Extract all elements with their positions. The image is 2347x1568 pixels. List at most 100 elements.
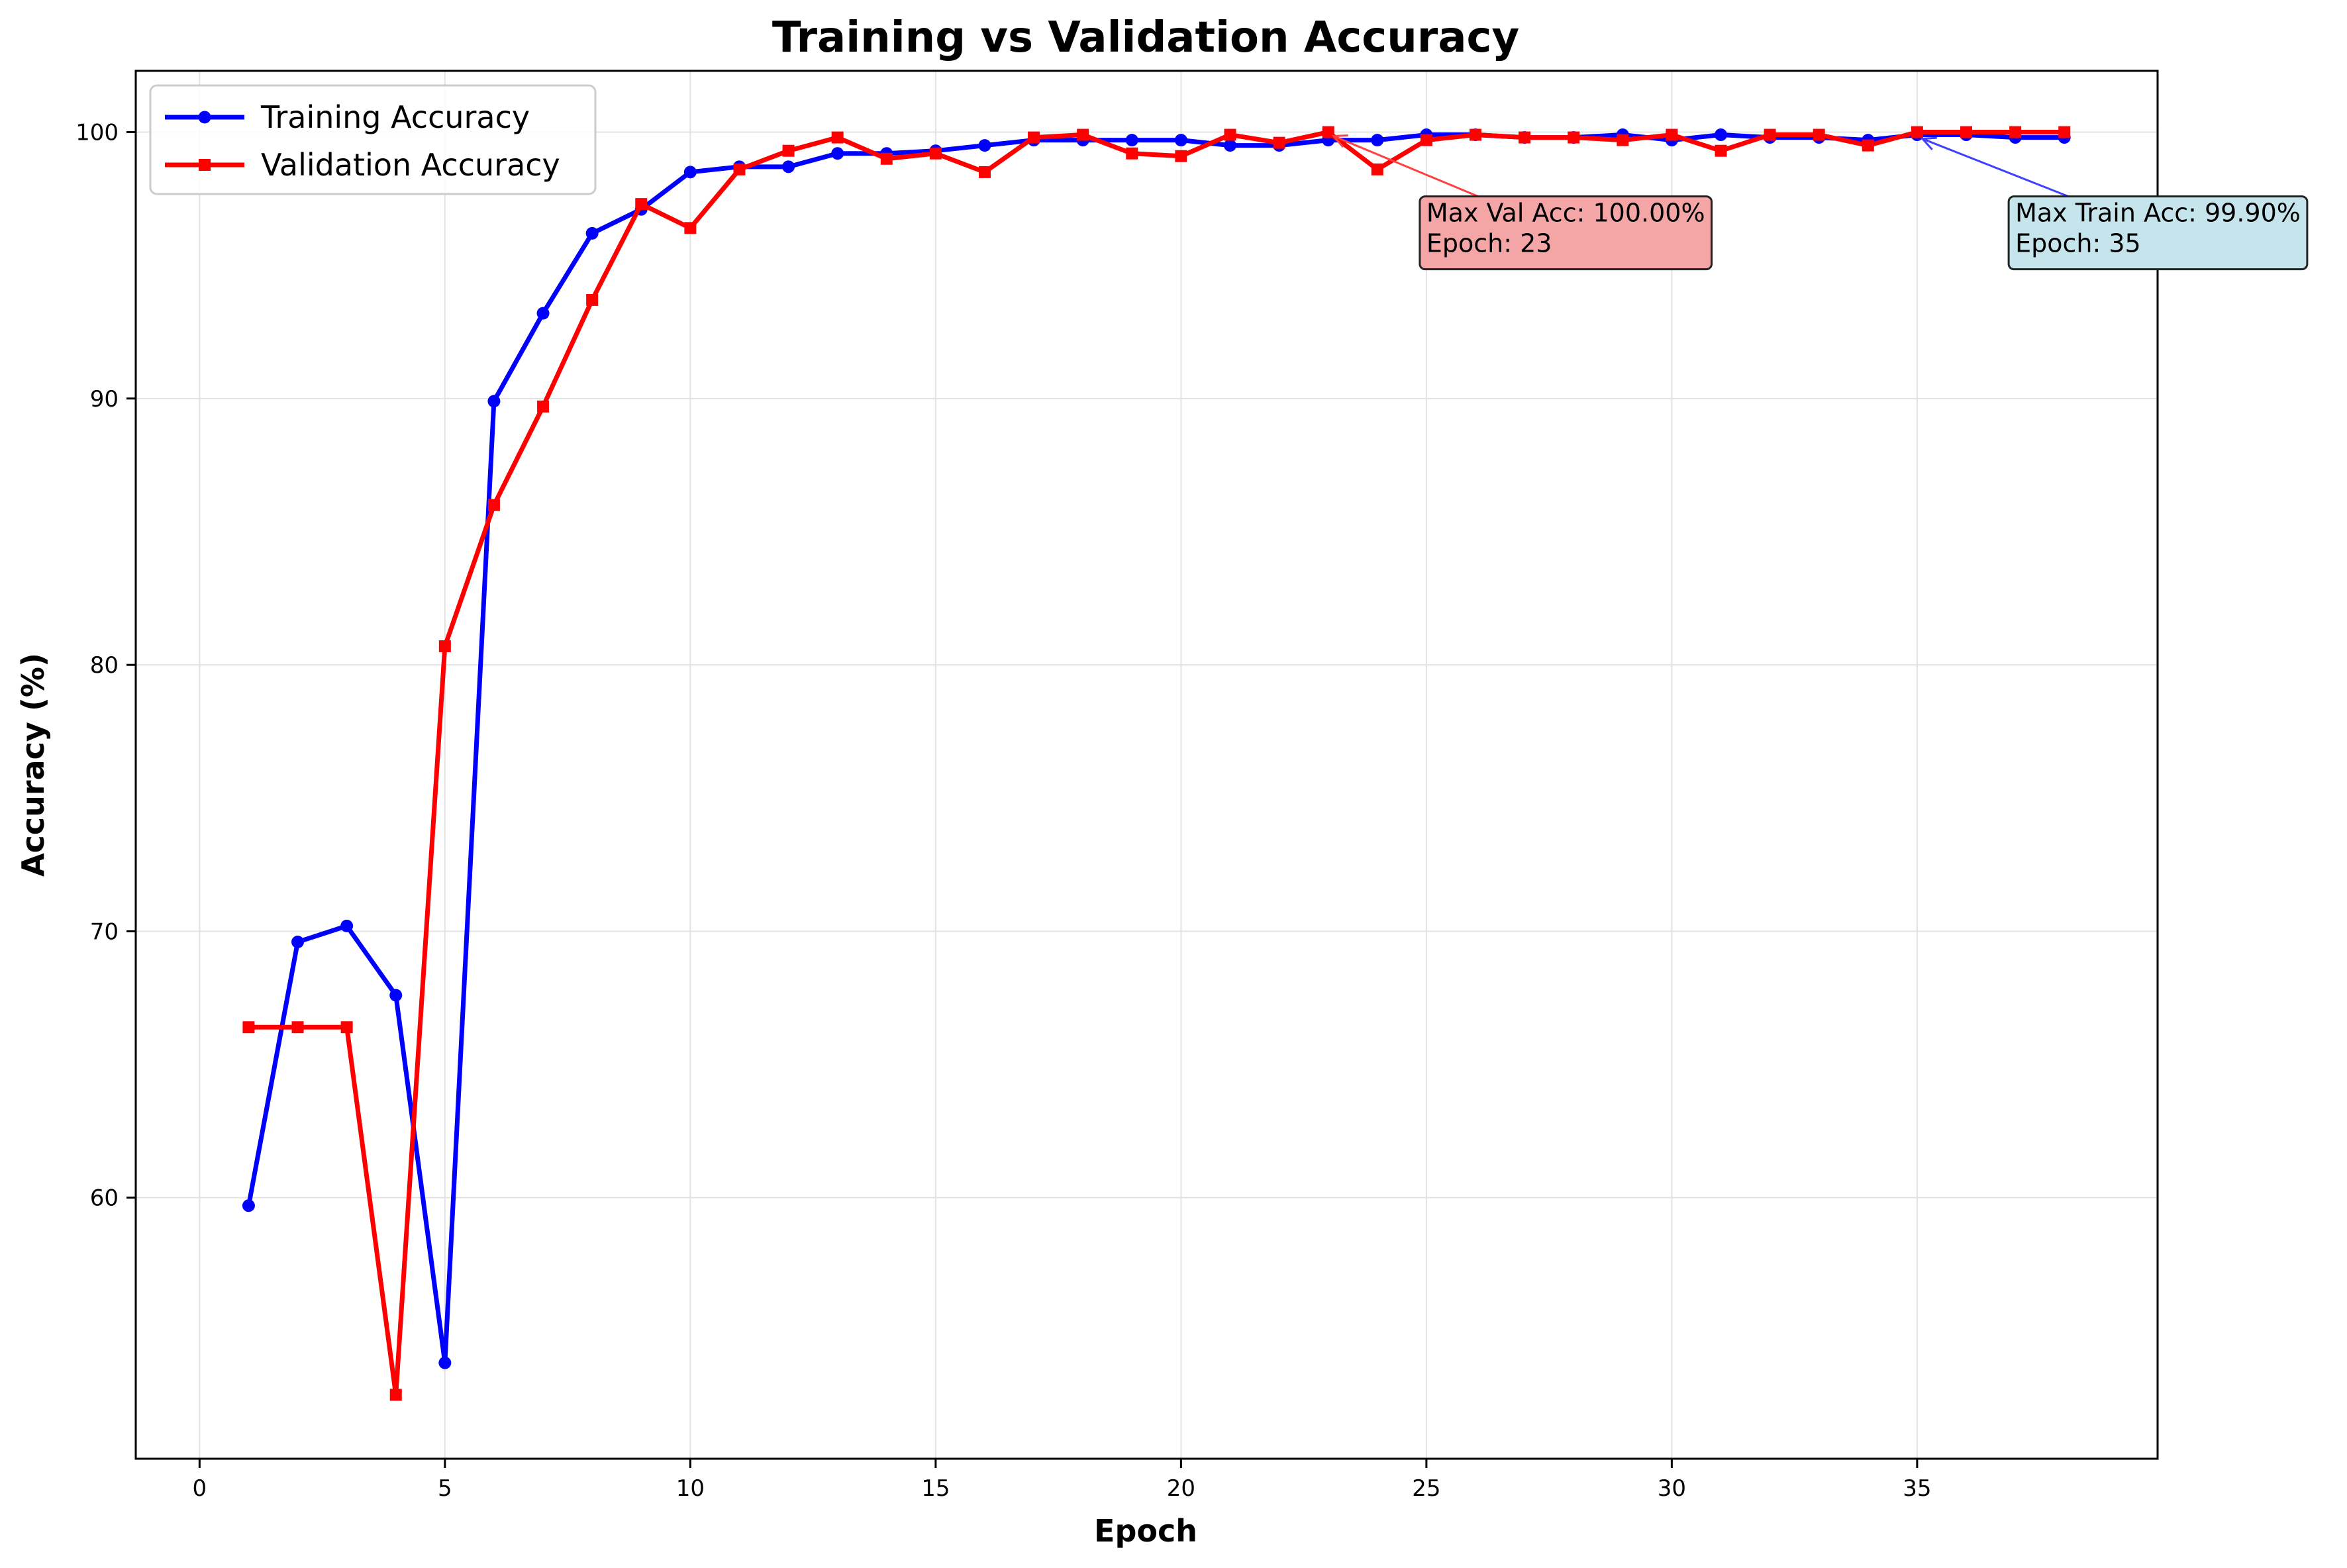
data-point xyxy=(1469,128,1481,141)
data-point xyxy=(1126,147,1138,160)
x-tick-label: 0 xyxy=(193,1475,207,1502)
legend-marker xyxy=(199,159,211,171)
annotation-arrow xyxy=(1333,135,1479,197)
data-point xyxy=(1273,136,1285,149)
chart-title: Training vs Validation Accuracy xyxy=(772,13,1519,62)
data-point xyxy=(1862,139,1874,152)
x-tick-label: 10 xyxy=(676,1475,705,1502)
data-point xyxy=(733,163,746,175)
data-point xyxy=(1322,126,1334,138)
data-point xyxy=(782,144,795,157)
data-point xyxy=(487,499,500,511)
data-point xyxy=(782,160,795,173)
x-tick-label: 20 xyxy=(1167,1475,1195,1502)
data-point xyxy=(1125,134,1138,147)
x-tick-label: 25 xyxy=(1412,1475,1440,1502)
data-point xyxy=(1568,131,1580,144)
x-axis-title: Epoch xyxy=(1094,1513,1197,1549)
data-point xyxy=(1666,128,1678,141)
data-point xyxy=(487,395,501,408)
annotation-box xyxy=(1419,195,1713,271)
data-point xyxy=(291,1021,304,1034)
data-point xyxy=(1714,128,1727,142)
data-point xyxy=(1371,134,1384,147)
annotation-line-1: Max Val Acc: 100.00% xyxy=(1426,199,1705,228)
data-point xyxy=(1764,128,1776,141)
legend-marker xyxy=(198,111,211,124)
legend-label: Validation Accuracy xyxy=(261,147,560,183)
y-axis-title: Accuracy (%) xyxy=(15,653,51,877)
series-line xyxy=(248,130,2065,1397)
data-point xyxy=(1077,128,1089,141)
x-tick-label: 30 xyxy=(1658,1475,1686,1502)
x-tick-label: 5 xyxy=(438,1475,452,1502)
data-point xyxy=(1960,126,1973,138)
data-point xyxy=(586,293,599,306)
data-point xyxy=(389,1389,402,1401)
data-point xyxy=(1420,134,1432,146)
y-tick-label: 70 xyxy=(90,918,119,945)
y-tick-label: 80 xyxy=(90,652,119,679)
y-tick-label: 60 xyxy=(90,1185,119,1212)
annotation-line-2: Epoch: 35 xyxy=(2015,229,2141,258)
data-point xyxy=(1224,128,1236,141)
legend-entry: Validation Accuracy xyxy=(165,147,560,183)
data-point xyxy=(340,1021,353,1034)
data-point xyxy=(929,147,942,160)
plot-frame xyxy=(134,70,2159,1460)
y-tick-label: 100 xyxy=(75,120,119,146)
data-point xyxy=(340,919,354,932)
data-point xyxy=(1715,144,1727,157)
data-point xyxy=(880,152,893,165)
annotation-2: Max Train Acc: 99.90% Epoch: 35 xyxy=(1920,136,2309,271)
data-point xyxy=(438,640,451,652)
data-point xyxy=(2009,126,2022,138)
data-point xyxy=(1519,131,1531,144)
annotation-line-1: Max Train Acc: 99.90% xyxy=(2015,199,2301,228)
data-point xyxy=(831,131,844,144)
series-layer xyxy=(242,126,2071,1401)
data-point xyxy=(1617,134,1629,146)
legend-box xyxy=(149,84,597,195)
x-tick-label: 35 xyxy=(1903,1475,1931,1502)
y-tick-label: 90 xyxy=(90,386,119,413)
annotation-line-2: Epoch: 23 xyxy=(1426,229,1552,258)
data-point xyxy=(978,139,991,152)
data-point xyxy=(831,147,844,160)
legend-label: Training Accuracy xyxy=(260,99,530,135)
annotation-arrowhead xyxy=(1331,134,1348,148)
annotation-text: Max Train Acc: 99.90% Epoch: 35 xyxy=(2015,199,2301,258)
data-point xyxy=(2058,126,2071,138)
data-point xyxy=(585,226,599,240)
data-point xyxy=(1911,126,1923,138)
data-point xyxy=(635,198,648,211)
data-point xyxy=(438,1356,452,1369)
annotation-arrowhead xyxy=(1920,136,1937,150)
data-point xyxy=(242,1199,255,1212)
legend-entry: Training Accuracy xyxy=(165,99,530,135)
data-point xyxy=(537,400,550,413)
data-point xyxy=(1813,128,1825,141)
data-point xyxy=(684,222,697,234)
series-validation-accuracy xyxy=(242,126,2071,1401)
data-point xyxy=(1175,150,1187,162)
data-point xyxy=(291,936,305,949)
data-point xyxy=(1371,163,1383,175)
data-point xyxy=(978,166,991,178)
annotations: Max Val Acc: 100.00% Epoch: 23 Max Train A… xyxy=(1331,134,2309,271)
legend: Training Accuracy Validation Accuracy xyxy=(149,84,597,195)
data-point xyxy=(242,1021,255,1034)
annotation-1: Max Val Acc: 100.00% Epoch: 23 xyxy=(1331,134,1713,271)
axis-ticks: 0 5 10 15 20 25 30 35 60 70 80 90 100 xyxy=(75,120,1931,1502)
data-point xyxy=(1174,134,1187,147)
data-point xyxy=(536,307,550,320)
data-point xyxy=(1223,139,1236,152)
data-point xyxy=(1028,131,1040,144)
data-point xyxy=(389,989,403,1002)
annotation-text: Max Val Acc: 100.00% Epoch: 23 xyxy=(1426,199,1705,258)
data-point xyxy=(683,166,697,179)
x-tick-label: 15 xyxy=(921,1475,950,1502)
annotation-box xyxy=(2007,195,2309,271)
